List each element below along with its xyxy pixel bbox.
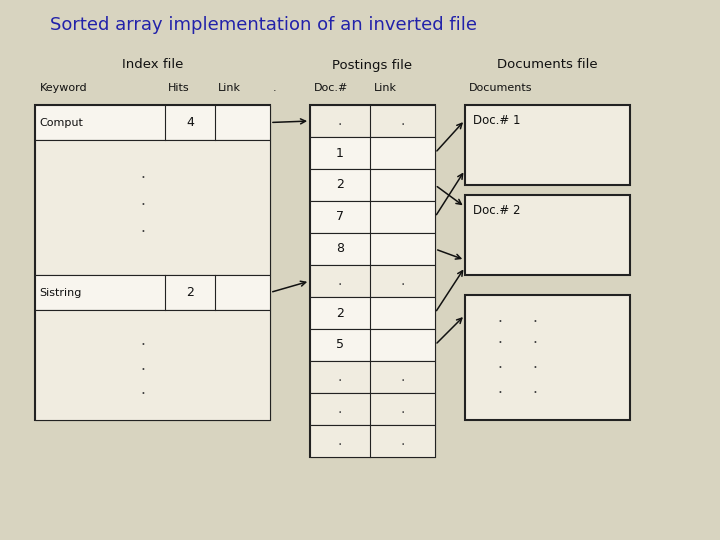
Bar: [465, 295, 630, 420]
Text: .: .: [140, 193, 145, 208]
Bar: [310, 169, 435, 201]
Text: .: .: [140, 357, 145, 373]
Bar: [310, 201, 435, 233]
Bar: [310, 105, 435, 457]
Text: Documents file: Documents file: [498, 58, 598, 71]
Text: Documents: Documents: [469, 83, 533, 93]
Text: Hits: Hits: [168, 83, 189, 93]
Bar: [310, 393, 435, 425]
Text: Doc.#: Doc.#: [314, 83, 348, 93]
Bar: [310, 297, 435, 329]
Text: Sorted array implementation of an inverted file: Sorted array implementation of an invert…: [50, 16, 477, 34]
Bar: [35, 105, 270, 420]
Text: Comput: Comput: [39, 118, 83, 127]
Text: 2: 2: [186, 286, 194, 299]
Text: 7: 7: [336, 211, 344, 224]
Bar: [310, 105, 435, 137]
Bar: [310, 137, 435, 169]
Text: .: .: [533, 356, 537, 372]
Bar: [310, 329, 435, 361]
Bar: [310, 425, 435, 457]
Text: .: .: [533, 331, 537, 346]
Text: Link: Link: [374, 83, 397, 93]
Text: .: .: [533, 310, 537, 325]
Text: .: .: [338, 114, 342, 128]
Text: Index file: Index file: [122, 58, 183, 71]
Bar: [310, 361, 435, 393]
Text: .: .: [140, 333, 145, 348]
Text: Link: Link: [218, 83, 241, 93]
Text: 4: 4: [186, 116, 194, 129]
Bar: [465, 195, 630, 275]
Text: 2: 2: [336, 307, 344, 320]
Bar: [465, 105, 630, 185]
Text: Doc.# 1: Doc.# 1: [473, 113, 521, 126]
Text: Postings file: Postings file: [333, 58, 413, 71]
Text: .: .: [273, 83, 276, 93]
Text: .: .: [338, 402, 342, 416]
Text: 5: 5: [336, 339, 344, 352]
Bar: [35, 310, 270, 420]
Text: .: .: [140, 382, 145, 397]
Bar: [310, 233, 435, 265]
Text: Sistring: Sistring: [39, 287, 81, 298]
Text: .: .: [400, 370, 405, 384]
Bar: [35, 105, 270, 140]
Text: .: .: [498, 331, 503, 346]
Text: Doc.# 2: Doc.# 2: [473, 204, 521, 217]
Text: .: .: [533, 381, 537, 396]
Text: .: .: [338, 370, 342, 384]
Text: .: .: [338, 274, 342, 288]
Text: .: .: [498, 381, 503, 396]
Bar: [310, 265, 435, 297]
Text: 2: 2: [336, 179, 344, 192]
Text: .: .: [338, 434, 342, 448]
Text: .: .: [498, 356, 503, 372]
Text: Keyword: Keyword: [40, 83, 88, 93]
Text: .: .: [140, 220, 145, 235]
Bar: [35, 140, 270, 275]
Text: .: .: [498, 310, 503, 325]
Text: .: .: [400, 114, 405, 128]
Text: .: .: [140, 166, 145, 181]
Text: 1: 1: [336, 146, 344, 159]
Text: .: .: [400, 274, 405, 288]
Bar: [35, 275, 270, 310]
Text: .: .: [400, 434, 405, 448]
Text: 8: 8: [336, 242, 344, 255]
Text: .: .: [400, 402, 405, 416]
